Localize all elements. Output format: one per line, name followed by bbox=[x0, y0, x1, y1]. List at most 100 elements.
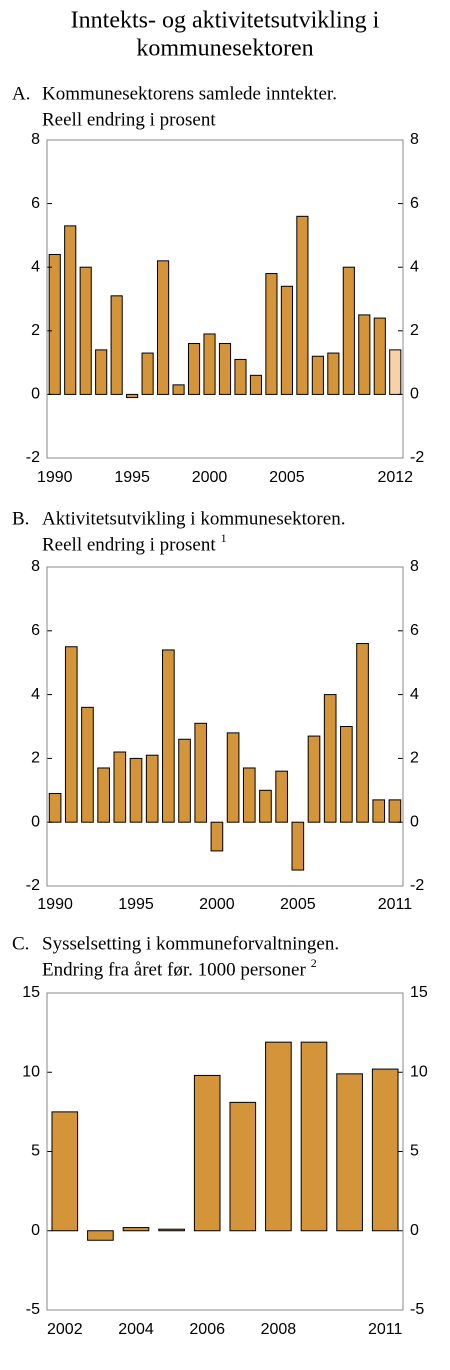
y2-tick-label: 8 bbox=[410, 131, 419, 148]
y-tick-label: 0 bbox=[31, 813, 40, 830]
bar bbox=[187, 343, 201, 395]
y2-tick-label: 10 bbox=[410, 1063, 428, 1080]
x-tick-label: 2011 bbox=[378, 896, 413, 913]
bar bbox=[158, 1228, 185, 1232]
bar bbox=[157, 260, 170, 395]
bar bbox=[95, 349, 108, 395]
y-tick-label: 5 bbox=[31, 1143, 40, 1160]
x-tick-label: 2002 bbox=[47, 1321, 83, 1338]
bar bbox=[356, 643, 369, 823]
x-tick-label: 2012 bbox=[377, 469, 413, 486]
y2-tick-label: 0 bbox=[410, 813, 419, 830]
bar bbox=[141, 352, 154, 395]
bar bbox=[145, 754, 159, 823]
x-tick-label: 1995 bbox=[118, 896, 154, 913]
y2-tick-label: -2 bbox=[410, 877, 424, 894]
figure-title: Inntekts- og aktivitetsutvikling i bbox=[71, 8, 380, 34]
bar bbox=[340, 726, 353, 823]
bar bbox=[371, 1068, 399, 1232]
y-tick-label: 15 bbox=[22, 984, 40, 1001]
footnote-marker: 1 bbox=[221, 531, 227, 545]
x-tick-label: 1990 bbox=[37, 896, 73, 913]
plot-frame bbox=[46, 992, 404, 1311]
x-tick-label: 2004 bbox=[118, 1321, 154, 1338]
panel-title: Sysselsetting i kommuneforvaltningen. bbox=[42, 933, 339, 954]
bar bbox=[336, 1073, 363, 1232]
y2-tick-label: -2 bbox=[410, 449, 424, 466]
y-tick-label: -2 bbox=[26, 449, 40, 466]
panel-label: C. bbox=[12, 933, 29, 954]
bar bbox=[296, 215, 309, 395]
bar bbox=[389, 349, 402, 395]
bar bbox=[210, 821, 224, 852]
y2-tick-label: 15 bbox=[410, 984, 428, 1001]
bar bbox=[87, 1230, 114, 1241]
y2-tick-label: 4 bbox=[410, 258, 419, 275]
panel-title: Reell endring i prosent bbox=[42, 534, 216, 555]
bar bbox=[280, 285, 293, 395]
bar bbox=[275, 770, 288, 823]
bar bbox=[113, 751, 127, 823]
bar bbox=[126, 393, 139, 399]
y-tick-label: 8 bbox=[31, 558, 40, 575]
figure-title: kommunesektoren bbox=[136, 36, 313, 62]
bar bbox=[81, 706, 94, 823]
bar bbox=[388, 799, 402, 823]
plot-frame bbox=[46, 139, 404, 459]
y2-tick-label: 6 bbox=[410, 622, 419, 639]
panel-label: B. bbox=[12, 508, 29, 529]
bar bbox=[48, 792, 62, 823]
y-tick-label: 6 bbox=[31, 195, 40, 212]
y-tick-label: 6 bbox=[31, 622, 40, 639]
y2-tick-label: 0 bbox=[410, 386, 419, 403]
bar bbox=[242, 767, 256, 823]
x-tick-label: 1990 bbox=[37, 469, 73, 486]
y-tick-label: -5 bbox=[26, 1301, 40, 1318]
bar bbox=[172, 384, 185, 395]
bar bbox=[327, 352, 340, 395]
y-tick-label: 4 bbox=[31, 258, 40, 275]
y2-tick-label: 4 bbox=[410, 686, 419, 703]
bar bbox=[358, 314, 371, 395]
y2-tick-label: 2 bbox=[410, 750, 419, 767]
y2-tick-label: 2 bbox=[410, 322, 419, 339]
panel-title: Kommunesektorens samlede inntekter. bbox=[42, 83, 337, 104]
y-tick-label: 10 bbox=[22, 1063, 40, 1080]
bar bbox=[291, 821, 305, 871]
bar bbox=[48, 253, 61, 395]
bar bbox=[193, 1074, 221, 1232]
bar bbox=[51, 1111, 79, 1232]
y-tick-label: 4 bbox=[31, 686, 40, 703]
bar bbox=[300, 1041, 328, 1232]
panel-title: Aktivitetsutvikling i kommunesektoren. bbox=[42, 508, 345, 529]
y-tick-label: -2 bbox=[26, 877, 40, 894]
bar bbox=[265, 1041, 292, 1232]
x-tick-label: 2005 bbox=[280, 896, 316, 913]
bar bbox=[79, 266, 92, 395]
y2-tick-label: 0 bbox=[410, 1222, 419, 1239]
footnote-marker: 2 bbox=[311, 956, 317, 970]
bar bbox=[178, 738, 191, 823]
y2-tick-label: 8 bbox=[410, 558, 419, 575]
bar bbox=[194, 722, 208, 823]
bar bbox=[64, 225, 77, 395]
panel-title: Endring fra året før. 1000 personer bbox=[42, 959, 306, 980]
plot-frame bbox=[46, 566, 404, 887]
bar bbox=[64, 646, 78, 823]
bar bbox=[226, 732, 240, 823]
bar bbox=[234, 358, 247, 395]
bar bbox=[311, 355, 324, 395]
panel-label: A. bbox=[12, 83, 30, 104]
bar bbox=[342, 266, 355, 395]
x-tick-label: 2000 bbox=[192, 469, 228, 486]
bar bbox=[307, 735, 321, 823]
bar bbox=[265, 273, 278, 395]
bar bbox=[323, 694, 337, 823]
bar bbox=[203, 333, 216, 395]
x-tick-label: 1995 bbox=[114, 469, 150, 486]
bar bbox=[249, 374, 263, 395]
bar bbox=[229, 1101, 257, 1232]
bar bbox=[97, 767, 110, 823]
